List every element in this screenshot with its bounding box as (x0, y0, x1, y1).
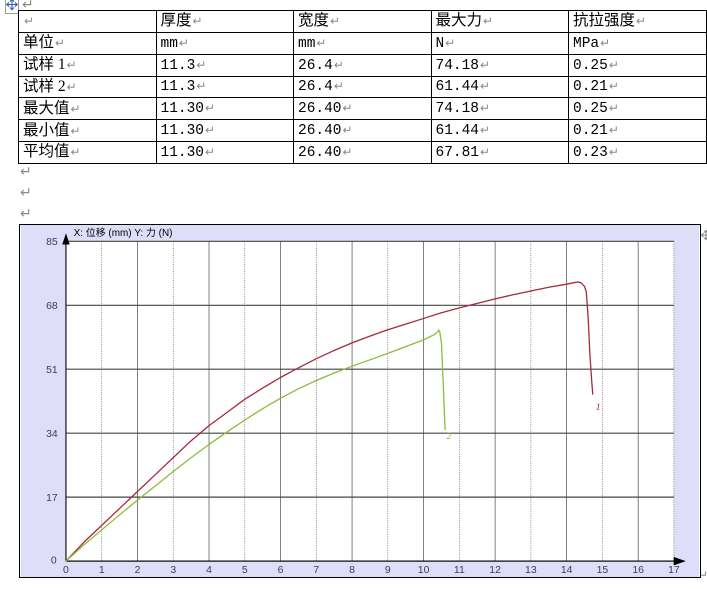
svg-text:6: 6 (278, 565, 284, 576)
svg-text:51: 51 (46, 365, 58, 376)
svg-text:2: 2 (135, 565, 141, 576)
svg-text:9: 9 (385, 565, 391, 576)
svg-text:0: 0 (63, 565, 69, 576)
svg-text:17: 17 (46, 493, 58, 504)
svg-text:7: 7 (313, 565, 319, 576)
svg-text:5: 5 (242, 565, 248, 576)
svg-text:17: 17 (668, 565, 680, 576)
svg-text:10: 10 (418, 565, 430, 576)
svg-text:4: 4 (206, 565, 212, 576)
svg-text:3: 3 (170, 565, 176, 576)
svg-text:X: 位移 (mm) Y: 力 (N): X: 位移 (mm) Y: 力 (N) (74, 226, 173, 239)
svg-text:11: 11 (454, 565, 465, 576)
svg-text:8: 8 (349, 565, 355, 576)
svg-text:12: 12 (489, 565, 501, 576)
svg-text:15: 15 (597, 565, 609, 576)
svg-text:85: 85 (46, 237, 58, 248)
svg-text:14: 14 (561, 565, 573, 576)
svg-text:1: 1 (596, 402, 601, 413)
svg-text:1: 1 (99, 565, 105, 576)
svg-text:13: 13 (525, 565, 537, 576)
svg-text:68: 68 (46, 301, 58, 312)
svg-text:0: 0 (51, 556, 57, 567)
svg-text:2: 2 (447, 431, 452, 442)
svg-text:16: 16 (632, 565, 644, 576)
svg-text:34: 34 (46, 429, 58, 440)
